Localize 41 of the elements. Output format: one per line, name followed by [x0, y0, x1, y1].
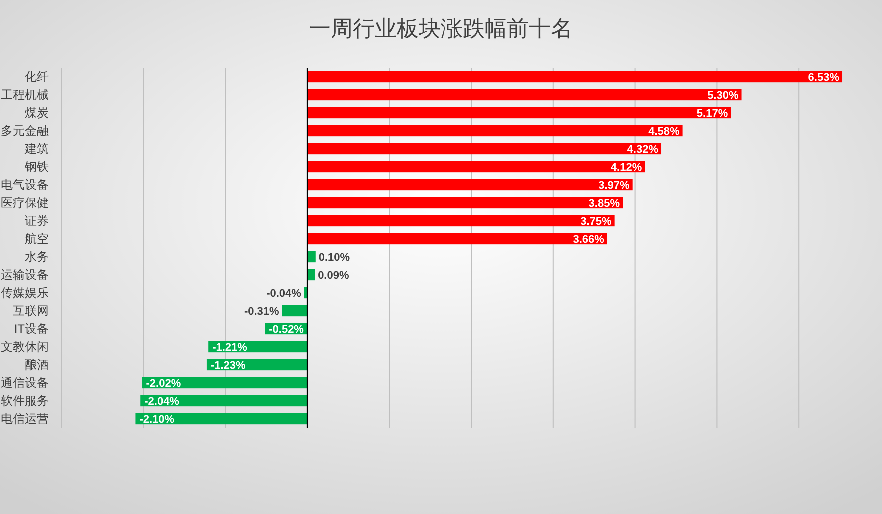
data-label: 3.85% [588, 198, 620, 210]
data-label: 0.10% [318, 252, 350, 264]
y-tick-label: 电气设备 [1, 178, 49, 192]
y-tick-label: 航空 [25, 232, 49, 246]
y-tick-label: IT设备 [14, 322, 49, 336]
y-tick-label: 煤炭 [25, 106, 49, 120]
y-tick-label: 传媒娱乐 [1, 286, 49, 300]
y-tick-label: 运输设备 [1, 268, 49, 282]
data-label: 3.75% [580, 216, 612, 228]
y-tick-label: 建筑 [24, 142, 49, 156]
data-label: 3.66% [573, 234, 605, 246]
data-label: 6.53% [808, 72, 840, 84]
y-tick-label: 钢铁 [24, 160, 49, 174]
y-tick-label: 软件服务 [1, 394, 49, 408]
data-label: 4.58% [648, 126, 680, 138]
y-tick-label: 化纤 [25, 70, 49, 84]
data-label: 4.12% [610, 162, 642, 174]
data-label: 4.32% [627, 144, 659, 156]
data-label: -1.23% [210, 360, 246, 372]
y-tick-label: 多元金融 [1, 124, 49, 138]
y-tick-label: 证券 [25, 214, 49, 228]
chart-title: 一周行业板块涨跌幅前十名 [309, 16, 573, 41]
data-label: 0.09% [318, 270, 350, 282]
data-label: -0.31% [244, 306, 280, 318]
data-label: -0.04% [266, 288, 302, 300]
data-label: 5.17% [696, 108, 728, 120]
data-label: 3.97% [598, 180, 630, 192]
y-tick-label: 工程机械 [1, 88, 49, 102]
y-tick-label: 互联网 [13, 304, 49, 318]
data-label: -2.04% [144, 396, 180, 408]
y-tick-label: 通信设备 [1, 376, 49, 390]
data-label: -2.02% [146, 378, 182, 390]
y-tick-label: 酿酒 [25, 358, 49, 372]
data-label: -0.52% [269, 324, 304, 336]
data-label: -1.21% [212, 342, 248, 354]
y-tick-label: 文教休闲 [1, 340, 49, 354]
y-tick-label: 电信运营 [1, 412, 49, 426]
data-label: -2.10% [140, 414, 175, 426]
data-label: 5.30% [708, 90, 739, 102]
y-tick-label: 医疗保健 [1, 196, 49, 210]
y-tick-label: 水务 [25, 250, 49, 264]
